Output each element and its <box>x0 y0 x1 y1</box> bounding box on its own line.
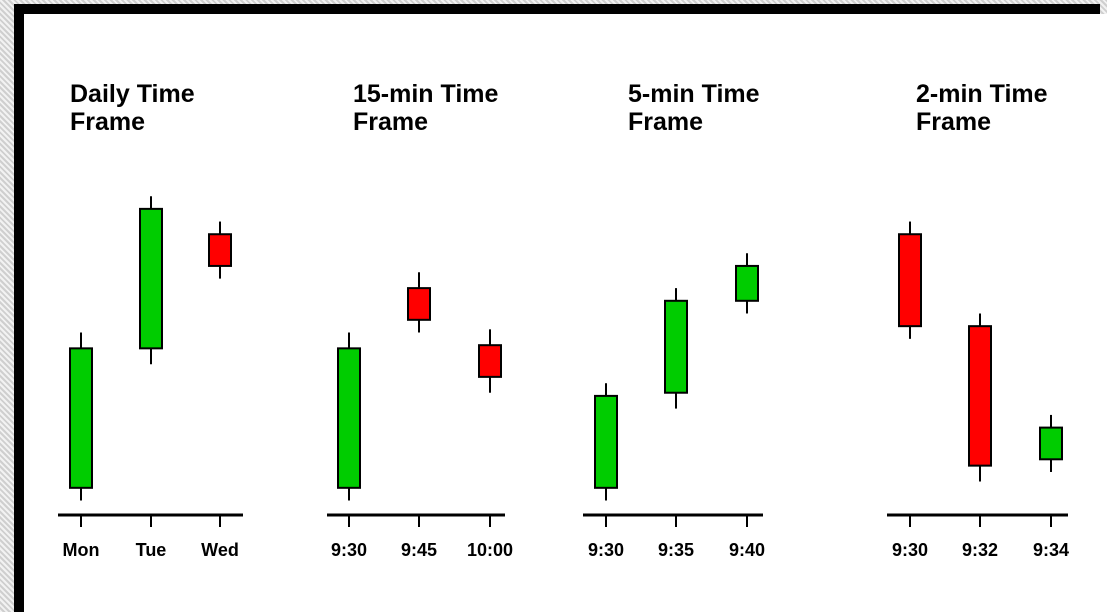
x-tick-label: 9:30 <box>892 540 928 560</box>
panel-title-15min: 15-min Time Frame <box>353 80 553 136</box>
candle-body-up <box>69 347 93 489</box>
candle-body-down <box>968 325 992 467</box>
panel-title-line: Daily Time <box>70 80 195 108</box>
panel-title-line: Frame <box>628 108 704 136</box>
panel-title-line: Frame <box>353 108 429 136</box>
panel-1: 9:30 9:45 10:00 <box>327 272 513 560</box>
x-tick-label: 10:00 <box>467 540 513 560</box>
panel-0: Mon Tue Wed <box>58 196 243 560</box>
panel-2: 9:30 9:35 9:40 <box>583 253 765 560</box>
panel-title-line: 5-min Time <box>628 80 760 108</box>
panel-title-5min: 5-min Time Frame <box>628 80 828 136</box>
x-tick-label: 9:35 <box>658 540 694 560</box>
x-tick-label: 9:45 <box>401 540 437 560</box>
candle-body-up <box>664 299 688 394</box>
x-tick-label: Mon <box>63 540 100 560</box>
panel-title-line: 15-min Time <box>353 80 499 108</box>
x-tick-label: 9:40 <box>729 540 765 560</box>
x-tick-label: 9:32 <box>962 540 998 560</box>
chart-canvas <box>24 14 1107 612</box>
panel-title-daily: Daily Time Frame <box>70 80 270 136</box>
candle-body-down <box>898 233 922 328</box>
candle-body-up <box>337 347 361 489</box>
panel-title-line: 2-min Time <box>916 80 1048 108</box>
panel-title-2min: 2-min Time Frame <box>916 80 1107 136</box>
candle-body-up <box>735 264 759 302</box>
x-tick-label: 9:30 <box>331 540 367 560</box>
candle-body-up <box>1039 426 1063 461</box>
panel-title-line: Frame <box>70 108 146 136</box>
candle-body-up <box>139 207 163 350</box>
candle-body-down <box>407 287 431 321</box>
panel-3: 9:30 9:32 9:34 <box>887 221 1069 560</box>
x-tick-label: Wed <box>201 540 239 560</box>
panel-title-line: Frame <box>916 108 992 136</box>
candle-body-up <box>594 394 618 489</box>
x-tick-label: 9:34 <box>1033 540 1069 560</box>
candle-body-down <box>208 233 232 267</box>
x-tick-label: 9:30 <box>588 540 624 560</box>
candle-body-down <box>478 344 502 378</box>
x-tick-label: Tue <box>136 540 167 560</box>
